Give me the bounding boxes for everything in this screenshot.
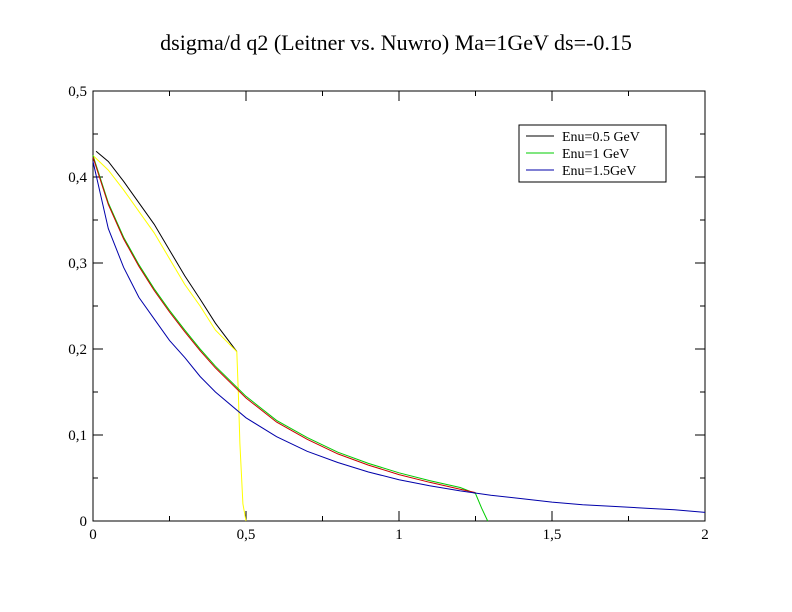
y-tick-label: 0 [80, 514, 88, 530]
y-tick-label: 0,3 [68, 256, 87, 272]
series-layer [92, 150, 706, 522]
x-tick-label: 2 [701, 527, 709, 543]
series-line-3 [92, 157, 476, 494]
legend-label: Enu=1.5GeV [562, 164, 636, 179]
y-tick-label: 0,5 [68, 84, 87, 100]
series-line-2 [92, 155, 489, 522]
legend-label: Enu=0.5 GeV [562, 130, 640, 145]
series-line-4 [92, 161, 706, 513]
chart-title: dsigma/d q2 (Leitner vs. Nuwro) Ma=1GeV … [160, 30, 632, 55]
series-line-1 [92, 155, 247, 522]
y-tick-label: 0,1 [68, 428, 87, 444]
x-tick-label: 1 [395, 527, 403, 543]
x-tick-label: 0,5 [237, 527, 256, 543]
x-axis: 0 0,5 1 1,5 2 [89, 91, 709, 543]
x-tick-label: 0 [89, 527, 97, 543]
y-tick-label: 0,4 [68, 170, 87, 186]
legend-label: Enu=1 GeV [562, 147, 629, 162]
legend: Enu=0.5 GeV Enu=1 GeV Enu=1.5GeV [518, 124, 667, 183]
y-axis: 0 0,1 0,2 0,3 0,4 0,5 [68, 84, 705, 530]
x-tick-label: 1,5 [543, 527, 562, 543]
y-tick-label: 0,2 [68, 342, 87, 358]
series-line-0 [95, 150, 238, 352]
